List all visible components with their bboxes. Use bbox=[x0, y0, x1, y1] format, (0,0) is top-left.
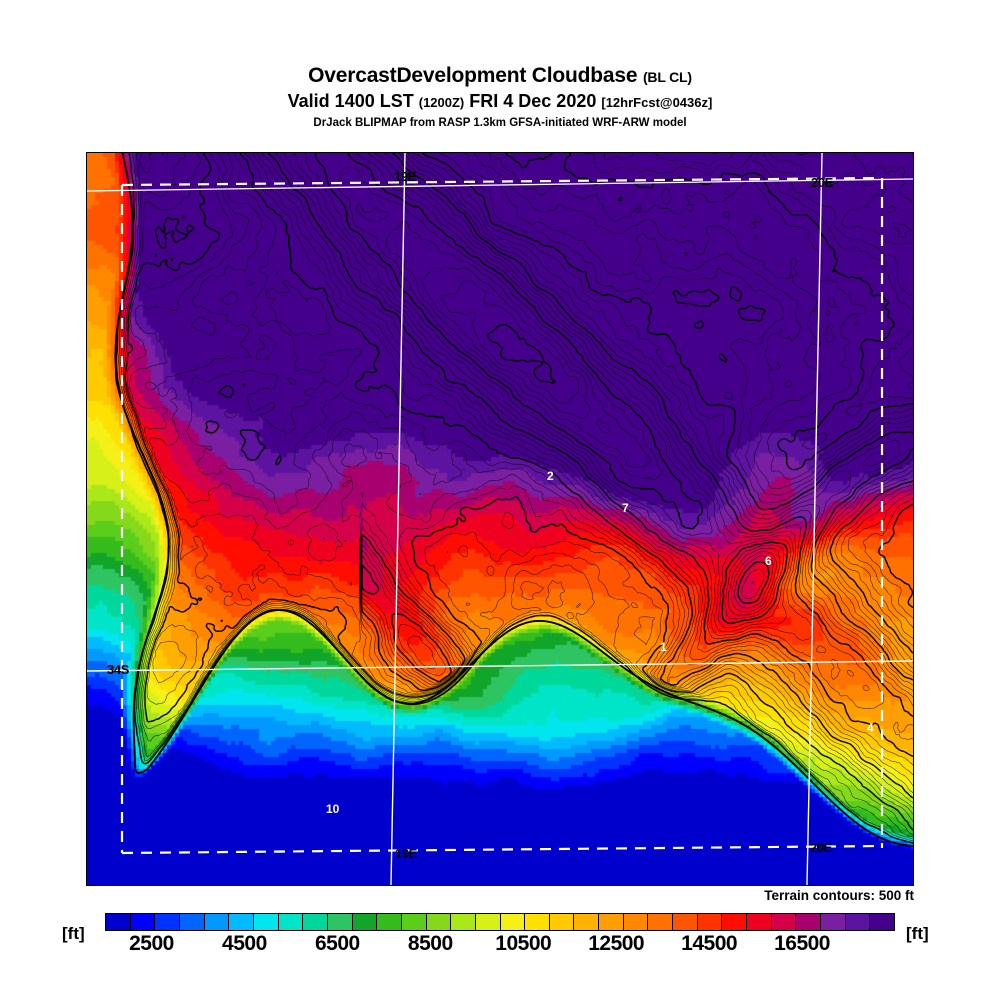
colorbar-swatch-26 bbox=[747, 914, 772, 930]
model-source-line: DrJack BLIPMAP from RASP 1.3km GFSA-init… bbox=[313, 117, 687, 129]
colorbar-swatch-31 bbox=[870, 914, 894, 930]
colorbar-swatch-12 bbox=[401, 914, 427, 930]
title-block: OvercastDevelopment Cloudbase (BL CL) Va… bbox=[0, 64, 1000, 131]
colorbar-swatch-15 bbox=[475, 914, 501, 930]
waypoint-6[interactable]: 6 bbox=[765, 554, 772, 568]
colorbar-swatch-22 bbox=[648, 914, 674, 930]
forecast-tag: [12hrFcst@0436z] bbox=[601, 95, 713, 110]
colorbar-swatch-17 bbox=[525, 914, 550, 930]
colorbar-swatch-1 bbox=[130, 914, 156, 930]
lon-19e-bottom-label: 19E bbox=[395, 846, 417, 861]
colorbar-tick-14500: 14500 bbox=[681, 932, 738, 955]
colorbar-tick-labels: 2500 4500 6500 8500 10500 12500 14500 16500 bbox=[105, 932, 895, 960]
valid-local-time: Valid 1400 LST bbox=[287, 91, 414, 111]
waypoint-10[interactable]: 10 bbox=[326, 802, 340, 816]
colorbar-swatch-19 bbox=[574, 914, 600, 930]
colorbar-swatch-18 bbox=[549, 914, 575, 930]
colorbar-swatch-23 bbox=[673, 914, 698, 930]
page-title: OvercastDevelopment Cloudbase (BL CL) bbox=[0, 64, 1000, 89]
map-raster-layer bbox=[87, 153, 913, 885]
colorbar-swatch-2 bbox=[155, 914, 180, 930]
waypoint-2[interactable]: 2 bbox=[547, 469, 554, 483]
colorbar-swatch-7 bbox=[278, 914, 304, 930]
waypoint-7[interactable]: 7 bbox=[622, 501, 629, 515]
colorbar-tick-4500: 4500 bbox=[222, 932, 267, 955]
colorbar-swatch-0 bbox=[106, 914, 131, 930]
lon-20e-bottom-label: 20E bbox=[810, 840, 832, 855]
valid-date: FRI 4 Dec 2020 bbox=[469, 91, 597, 111]
waypoint-1[interactable]: 1 bbox=[660, 640, 667, 654]
colorbar-swatch-8 bbox=[303, 914, 328, 930]
colorbar-swatch-27 bbox=[771, 914, 797, 930]
colorbar-tick-10500: 10500 bbox=[495, 932, 552, 955]
colorbar-tick-6500: 6500 bbox=[314, 932, 360, 955]
colorbar-tick-2500: 2500 bbox=[129, 932, 174, 955]
colorbar-swatch-11 bbox=[377, 914, 402, 930]
colorbar-tick-16500: 16500 bbox=[774, 932, 830, 955]
colorbar-swatch-20 bbox=[599, 914, 624, 930]
colorbar-swatch-10 bbox=[352, 914, 378, 930]
colorbar-swatch-25 bbox=[722, 914, 748, 930]
colorbar-swatch-3 bbox=[179, 914, 205, 930]
colorbar-unit-left: [ft] bbox=[62, 924, 85, 943]
colorbar-swatch-9 bbox=[327, 914, 353, 930]
colorbar-swatch-4 bbox=[204, 914, 230, 930]
colorbar-swatch-24 bbox=[697, 914, 723, 930]
colorbar-tick-12500: 12500 bbox=[588, 932, 645, 955]
colorbar-tick-8500: 8500 bbox=[407, 932, 453, 955]
colorbar-swatch-6 bbox=[253, 914, 279, 930]
colorbar-swatch-16 bbox=[500, 914, 526, 930]
colorbar-legend: [ft] [ft] 2500 4500 6500 8500 10500 12500 1450… bbox=[0, 910, 1000, 960]
valid-utc-time: (1200Z) bbox=[418, 95, 465, 110]
terrain-contour-note: Terrain contours: 500 ft bbox=[764, 888, 914, 903]
valid-time-line: Valid 1400 LST (1200Z) FRI 4 Dec 2020 [1… bbox=[0, 90, 1000, 114]
forecast-map[interactable] bbox=[86, 152, 914, 886]
colorbar-swatch-21 bbox=[623, 914, 649, 930]
title-main-text: OvercastDevelopment Cloudbase bbox=[308, 64, 638, 87]
colorbar-swatch-14 bbox=[451, 914, 476, 930]
waypoint-4[interactable]: 4 bbox=[867, 721, 874, 735]
colorbar-unit-right: [ft] bbox=[906, 924, 929, 943]
lon-19e-top-label: 19E bbox=[394, 169, 416, 184]
title-param-text: (BL CL) bbox=[642, 69, 692, 85]
lon-20e-top-label: 20E bbox=[811, 175, 833, 190]
colorbar-swatch-28 bbox=[796, 914, 822, 930]
lat-34s-left-label: 34S bbox=[107, 662, 129, 677]
colorbar-swatch-5 bbox=[229, 914, 254, 930]
colorbar-swatch-29 bbox=[821, 914, 846, 930]
waypoint-8[interactable]: 8 bbox=[917, 481, 924, 495]
colorbar-swatch-13 bbox=[426, 914, 452, 930]
colorbar-swatches bbox=[105, 913, 895, 931]
colorbar-swatch-30 bbox=[845, 914, 871, 930]
